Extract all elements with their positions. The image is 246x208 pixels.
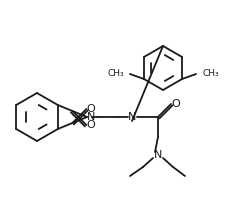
- Text: N: N: [87, 112, 95, 122]
- Text: N: N: [128, 112, 136, 122]
- Text: CH₃: CH₃: [107, 69, 124, 78]
- Text: O: O: [86, 120, 95, 130]
- Text: O: O: [86, 104, 95, 114]
- Text: N: N: [154, 150, 162, 160]
- Text: CH₃: CH₃: [202, 69, 219, 78]
- Text: O: O: [172, 99, 180, 109]
